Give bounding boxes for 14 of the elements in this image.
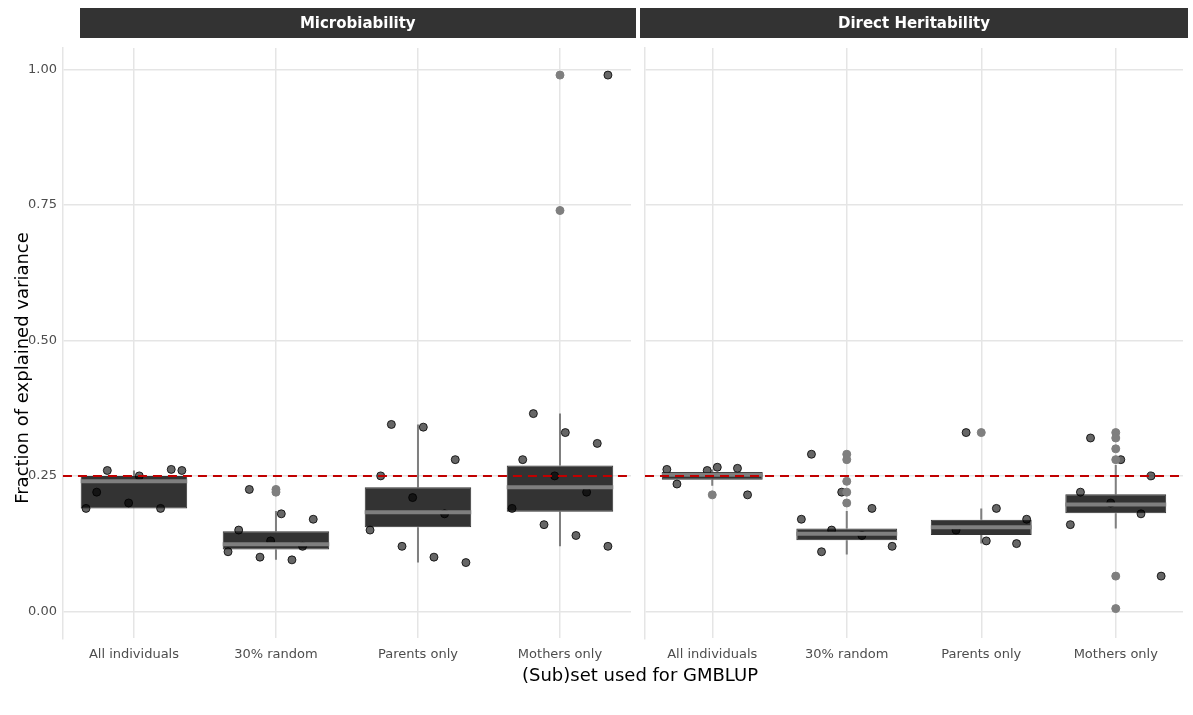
x-axis-title: (Sub)set used for GMBLUP <box>521 664 759 685</box>
y-tick-label: 0.75 <box>27 196 57 212</box>
x-tick-label: All individuals <box>88 645 179 661</box>
y-tick-label: 0.00 <box>27 602 57 618</box>
chart-title: Microbiability <box>79 8 636 38</box>
x-tick-label: Mothers only <box>517 645 603 661</box>
y-tick-label: 1.00 <box>27 61 57 77</box>
x-tick-label: Parents only <box>941 645 1022 661</box>
x-tick-label: All individuals <box>667 645 758 661</box>
x-tick-label: Mothers only <box>1073 645 1159 661</box>
x-tick-label: 30% random <box>805 645 889 661</box>
x-tick-label: 30% random <box>234 645 318 661</box>
chart-title: Direct Heritability <box>640 8 1188 38</box>
x-tick-label: Parents only <box>377 645 459 661</box>
